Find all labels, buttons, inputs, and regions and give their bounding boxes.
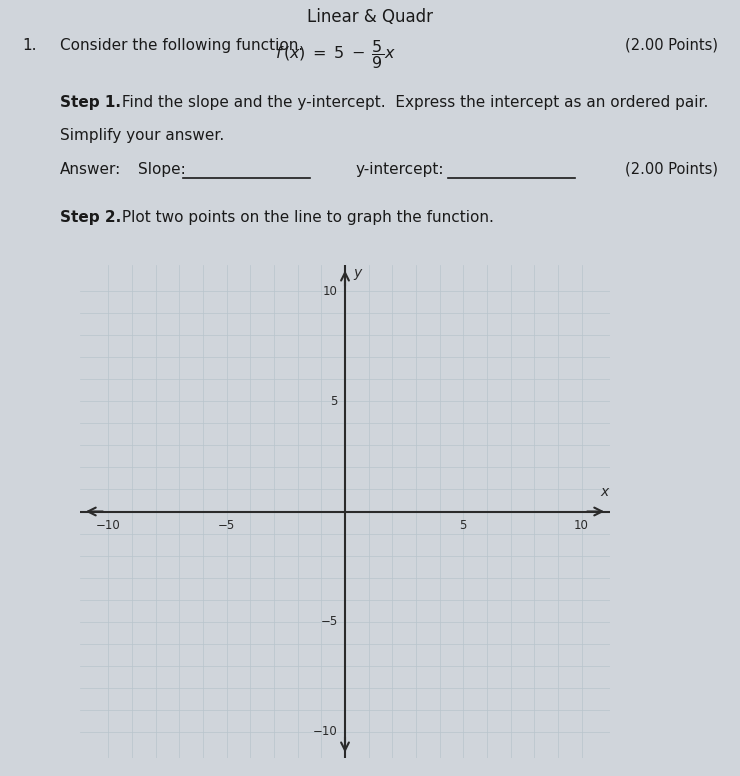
- Text: 5: 5: [460, 519, 467, 532]
- Text: 1.: 1.: [22, 38, 36, 53]
- Text: Consider the following function.: Consider the following function.: [60, 38, 303, 53]
- Text: −10: −10: [313, 725, 338, 738]
- Text: Find the slope and the y-intercept.  Express the intercept as an ordered pair.: Find the slope and the y-intercept. Expr…: [117, 95, 708, 110]
- Text: −5: −5: [218, 519, 235, 532]
- Text: Simplify your answer.: Simplify your answer.: [60, 128, 224, 143]
- Text: (2.00 Points): (2.00 Points): [625, 38, 718, 53]
- Text: 10: 10: [323, 285, 338, 298]
- Text: Slope:: Slope:: [138, 162, 186, 177]
- Text: Plot two points on the line to graph the function.: Plot two points on the line to graph the…: [117, 210, 494, 225]
- Text: Linear & Quadr: Linear & Quadr: [307, 8, 433, 26]
- Text: $f\,(x)\;=\;5\;-\;\dfrac{5}{9}x$: $f\,(x)\;=\;5\;-\;\dfrac{5}{9}x$: [275, 38, 395, 71]
- Text: −10: −10: [96, 519, 121, 532]
- Text: y: y: [353, 266, 362, 280]
- Text: Answer:: Answer:: [60, 162, 121, 177]
- Text: Step 2.: Step 2.: [60, 210, 121, 225]
- Text: Step 1.: Step 1.: [60, 95, 121, 110]
- Text: −5: −5: [320, 615, 338, 628]
- Text: 10: 10: [574, 519, 589, 532]
- Text: x: x: [600, 486, 608, 500]
- Text: 5: 5: [331, 395, 338, 408]
- Text: (2.00 Points): (2.00 Points): [625, 162, 718, 177]
- Text: y-intercept:: y-intercept:: [355, 162, 443, 177]
